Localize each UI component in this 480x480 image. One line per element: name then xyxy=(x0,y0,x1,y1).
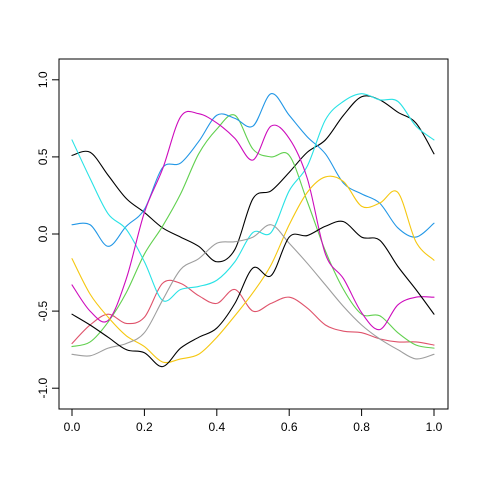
series-line-9 xyxy=(71,220,435,368)
series-line-8 xyxy=(71,224,435,360)
series-line-7 xyxy=(71,175,435,364)
x-axis: 0.0 0.2 0.4 0.6 0.8 1.0 xyxy=(64,408,443,434)
x-tick-label: 0.8 xyxy=(353,420,370,434)
x-tick-label: 0.4 xyxy=(208,420,225,434)
series-layer xyxy=(71,93,435,368)
series-line-6 xyxy=(71,110,435,331)
y-tick-label: 0.5 xyxy=(36,148,50,165)
x-tick-label: 0.0 xyxy=(64,420,81,434)
series-line-3 xyxy=(71,114,435,349)
plot-area xyxy=(58,58,449,410)
x-tick-label: 0.6 xyxy=(281,420,298,434)
plot-border xyxy=(58,58,449,410)
series-line-5 xyxy=(71,93,435,302)
y-tick-label: -1.0 xyxy=(36,378,50,399)
y-tick-label: 0.0 xyxy=(36,225,50,242)
y-axis: -1.0 -0.5 0.0 0.5 1.0 xyxy=(36,71,60,399)
x-tick-label: 1.0 xyxy=(426,420,443,434)
y-tick-label: -0.5 xyxy=(36,300,50,321)
series-line-2 xyxy=(71,279,435,346)
y-tick-label: 1.0 xyxy=(36,71,50,88)
series-line-4 xyxy=(71,93,435,247)
x-tick-label: 0.2 xyxy=(136,420,153,434)
